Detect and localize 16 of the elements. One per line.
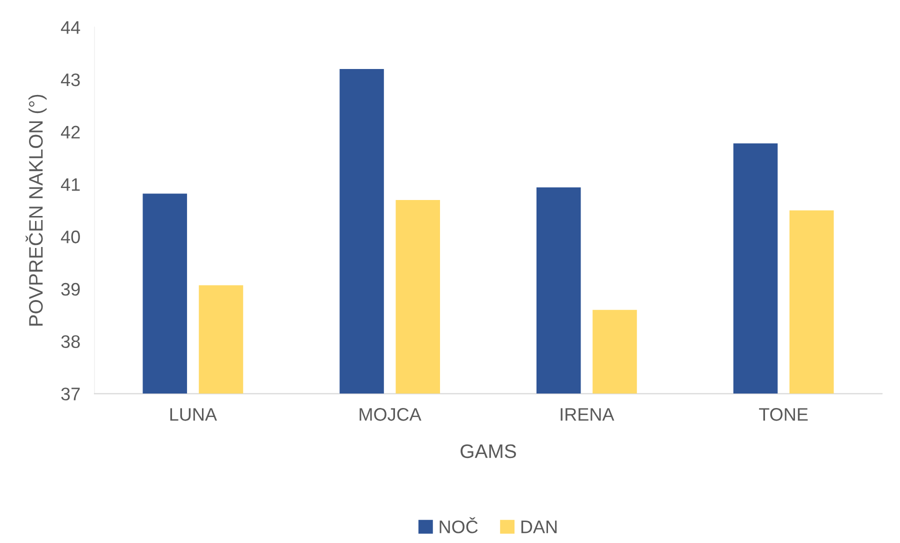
y-tick-label: 41 [60,178,80,191]
x-tick-label: LUNA [170,408,217,421]
x-tick-label: TONE [759,408,808,421]
x-tick-label: MOJCA [360,408,422,421]
legend-label: NOČ [440,517,478,534]
y-tick-label: 42 [60,126,80,138]
x-axis-title: GAMS [460,444,516,458]
legend-label: DAN [521,520,557,534]
y-tick-label: 39 [61,282,80,296]
y-tick-label: 37 [61,388,80,400]
y-tick-label: 40 [60,230,80,244]
x-tick-label: IRENA [560,408,614,421]
y-axis-title: POVPREČEN NAKLON (°) [26,94,47,326]
y-tick-label: 43 [60,73,80,86]
y-tick-label: 44 [60,21,80,34]
y-tick-label: 38 [61,335,80,348]
